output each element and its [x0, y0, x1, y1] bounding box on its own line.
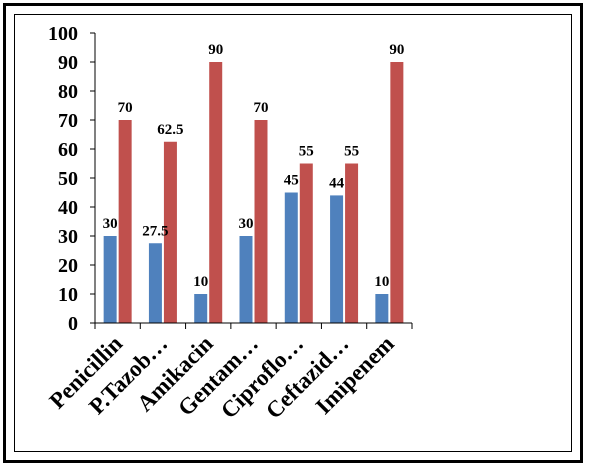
bar	[375, 294, 389, 323]
data-label: 55	[299, 144, 314, 160]
data-label: 45	[284, 173, 299, 189]
y-tick-label: 70	[58, 110, 78, 132]
data-label: 90	[208, 42, 223, 58]
chart-frame-inner	[14, 14, 572, 452]
data-label: 10	[193, 274, 208, 290]
bar	[345, 163, 359, 323]
y-tick-label: 50	[58, 168, 78, 190]
bar	[118, 120, 132, 323]
bar	[163, 141, 177, 323]
bar	[254, 120, 268, 323]
bar	[284, 192, 298, 323]
bar	[103, 236, 117, 323]
y-tick-label: 0	[68, 313, 78, 335]
y-tick-label: 20	[58, 255, 78, 277]
data-label: 55	[344, 144, 359, 160]
bar	[148, 243, 162, 323]
bar	[209, 62, 223, 323]
data-label: 30	[239, 216, 254, 232]
y-tick-label: 10	[58, 284, 78, 306]
y-tick-label: 30	[58, 226, 78, 248]
data-label: 27.5	[142, 223, 168, 239]
bar	[390, 62, 404, 323]
y-tick-label: 90	[58, 52, 78, 74]
bar	[239, 236, 253, 323]
data-label: 44	[329, 175, 345, 191]
y-tick-label: 100	[48, 23, 78, 45]
y-tick-label: 60	[58, 139, 78, 161]
data-label: 10	[374, 274, 389, 290]
y-tick-label: 80	[58, 81, 78, 103]
bar	[194, 294, 208, 323]
bar	[330, 195, 344, 323]
y-tick-label: 40	[58, 197, 78, 219]
data-label: 30	[103, 216, 118, 232]
bars-layer	[103, 62, 404, 323]
data-label: 70	[254, 100, 269, 116]
axes-layer	[90, 32, 413, 329]
data-label: 62.5	[157, 122, 183, 138]
bar	[299, 163, 313, 323]
data-label: 70	[118, 100, 133, 116]
data-label: 90	[389, 42, 404, 58]
